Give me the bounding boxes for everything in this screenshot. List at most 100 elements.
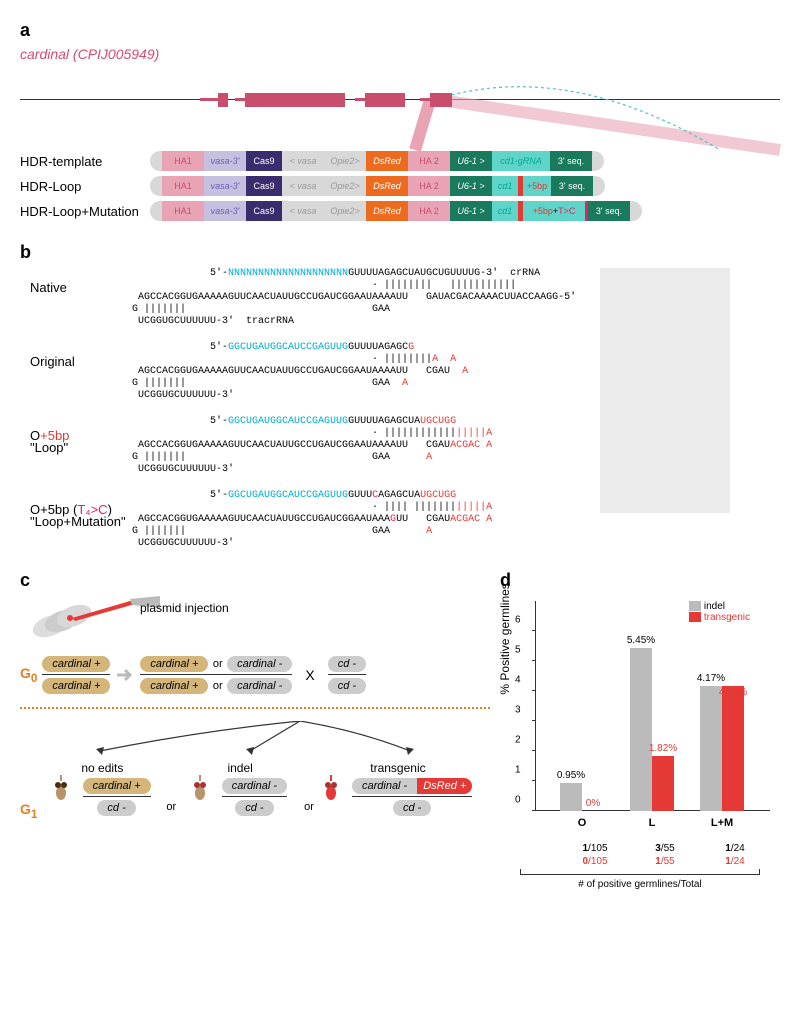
bar-chart: % Positive germlines indel transgenic 01… bbox=[535, 601, 780, 841]
allele-dsred: DsRed + bbox=[417, 778, 472, 794]
bar-value-label: 1.82% bbox=[649, 743, 677, 754]
panel-a-label: a bbox=[20, 20, 780, 41]
panel-b: b Native 5'-NNNNNNNNNNNNNNNNNNNNGUUUUAGA… bbox=[20, 242, 780, 550]
cross-symbol: X bbox=[305, 667, 314, 683]
construct-segment: Opie2> bbox=[324, 151, 366, 171]
construct-segment: < vasa bbox=[282, 151, 324, 171]
outcome-indel: indel cardinal - cd - bbox=[180, 761, 300, 817]
sequence-label: Native bbox=[30, 282, 115, 294]
panel-d-label: d bbox=[500, 570, 780, 591]
y-tick: 2 bbox=[515, 735, 521, 746]
sequence-block: Original 5'-GGCUGAUGGCAUCCGAGUUGGUUUUAGA… bbox=[120, 342, 780, 402]
bracket-label: # of positive germlines/Total bbox=[500, 879, 780, 890]
construct-segment: DsRed bbox=[366, 176, 408, 196]
allele: cardinal - bbox=[222, 778, 287, 794]
fraction-transgenic: 1/55 bbox=[630, 856, 700, 867]
construct-label: HDR-Loop+Mutation bbox=[20, 204, 150, 219]
injection-label: plasmid injection bbox=[140, 601, 229, 615]
outcome-label: indel bbox=[180, 761, 300, 775]
outcome-noedits: no edits cardinal + cd - bbox=[42, 761, 162, 817]
y-axis-label: % Positive germlines bbox=[498, 583, 512, 694]
bar-indel bbox=[630, 648, 652, 812]
construct-segment: cd1 bbox=[492, 201, 518, 221]
construct-segment: HA 2 bbox=[408, 201, 450, 221]
construct-segment: cd1 bbox=[492, 176, 518, 196]
construct-segment: HA1 bbox=[162, 201, 204, 221]
construct-segment: < vasa bbox=[282, 201, 324, 221]
panel-c: c plasmid injection G0 cardinal + cardin… bbox=[20, 570, 490, 821]
allele: cardinal + bbox=[140, 656, 208, 672]
allele: cardinal + bbox=[42, 656, 110, 672]
g0-label: G0 bbox=[20, 665, 37, 685]
or-text: or bbox=[213, 680, 223, 692]
construct-segment: Opie2> bbox=[324, 176, 366, 196]
sequence-container: Native 5'-NNNNNNNNNNNNNNNNNNNNGUUUUAGAGC… bbox=[120, 268, 780, 550]
outcome-label: no edits bbox=[42, 761, 162, 775]
panel-b-label: b bbox=[20, 242, 780, 263]
construct-segment: HA 2 bbox=[408, 176, 450, 196]
y-axis bbox=[535, 601, 536, 811]
construct-segment: Opie2> bbox=[324, 201, 366, 221]
bar-transgenic bbox=[722, 686, 744, 811]
construct: HA1vasa-3'Cas9< vasaOpie2>DsRedHA 2U6-1 … bbox=[150, 150, 604, 172]
y-tick: 0 bbox=[515, 795, 521, 806]
sequence-block: Native 5'-NNNNNNNNNNNNNNNNNNNNGUUUUAGAGC… bbox=[120, 268, 780, 328]
construct-segment: 3' seq. bbox=[550, 151, 592, 171]
construct-list: HDR-templateHA1vasa-3'Cas9< vasaOpie2>Ds… bbox=[20, 150, 780, 222]
bar-value-label: 4.17% bbox=[719, 687, 747, 698]
panel-a: a cardinal (CPIJ005949) HDR-templateHA1v… bbox=[20, 20, 780, 222]
construct: HA1vasa-3'Cas9< vasaOpie2>DsRedHA 2U6-1 … bbox=[150, 175, 605, 197]
construct-segment: Cas9 bbox=[246, 176, 282, 196]
gene-title: cardinal (CPIJ005949) bbox=[20, 46, 780, 62]
construct-segment: DsRed bbox=[366, 201, 408, 221]
bar-indel bbox=[560, 783, 582, 812]
y-tick: 1 bbox=[515, 765, 521, 776]
construct-segment: U6-1 > bbox=[450, 201, 492, 221]
fraction-transgenic: 1/24 bbox=[700, 856, 770, 867]
legend-transgenic: transgenic bbox=[704, 612, 750, 623]
sequence-block: O+5bp"Loop" 5'-GGCUGAUGGCAUCCGAGUUGGUUUU… bbox=[120, 416, 780, 476]
construct-segment: Cas9 bbox=[246, 201, 282, 221]
allele: cd - bbox=[97, 800, 135, 816]
allele: cardinal - bbox=[227, 678, 292, 694]
bar-value-label: 0% bbox=[586, 798, 600, 809]
outcome-label: transgenic bbox=[318, 761, 478, 775]
y-tick: 6 bbox=[515, 615, 521, 626]
construct-segment: HA1 bbox=[162, 151, 204, 171]
injection-diagram: plasmid injection bbox=[20, 596, 490, 646]
or-text: or bbox=[213, 658, 223, 670]
construct-segment: vasa-3' bbox=[204, 201, 246, 221]
y-tick: 3 bbox=[515, 705, 521, 716]
sequence-label: O+5bp"Loop" bbox=[30, 430, 115, 454]
allele: cd - bbox=[235, 800, 273, 816]
construct-segment: DsRed bbox=[366, 151, 408, 171]
gene-diagram bbox=[20, 70, 780, 100]
construct: HA1vasa-3'Cas9< vasaOpie2>DsRedHA 2U6-1 … bbox=[150, 200, 642, 222]
g0-mate: cd - cd - bbox=[328, 654, 366, 695]
allele: cardinal + bbox=[42, 678, 110, 694]
bar-value-label: 4.17% bbox=[697, 673, 725, 684]
arrow-icon bbox=[115, 665, 135, 685]
construct-segment: +5bp bbox=[523, 176, 551, 196]
fraction-indel: 1/24 bbox=[700, 843, 770, 854]
panel-c-label: c bbox=[20, 570, 490, 591]
allele: cd - bbox=[328, 678, 366, 694]
panel-d: d % Positive germlines indel transgenic … bbox=[500, 570, 780, 890]
x-tick-label: L+M bbox=[711, 817, 733, 829]
allele: cd - bbox=[328, 656, 366, 672]
mosquito-icon bbox=[49, 775, 73, 801]
g1-label: G1 bbox=[20, 801, 37, 821]
allele: cardinal + bbox=[83, 778, 151, 794]
g1-row: G1 no edits cardinal + cd - or indel bbox=[20, 761, 490, 821]
x-tick-label: L bbox=[649, 817, 656, 829]
g0-parent: cardinal + cardinal + bbox=[42, 654, 110, 695]
y-tick: 5 bbox=[515, 645, 521, 656]
construct-segment: HA1 bbox=[162, 176, 204, 196]
generation-divider bbox=[20, 707, 490, 709]
construct-segment: HA 2 bbox=[408, 151, 450, 171]
bar-transgenic bbox=[652, 756, 674, 811]
g0-row: G0 cardinal + cardinal + cardinal + or c… bbox=[20, 654, 490, 695]
connector-lines bbox=[20, 70, 780, 160]
bar-indel bbox=[700, 686, 722, 811]
or-text: or bbox=[304, 801, 314, 813]
